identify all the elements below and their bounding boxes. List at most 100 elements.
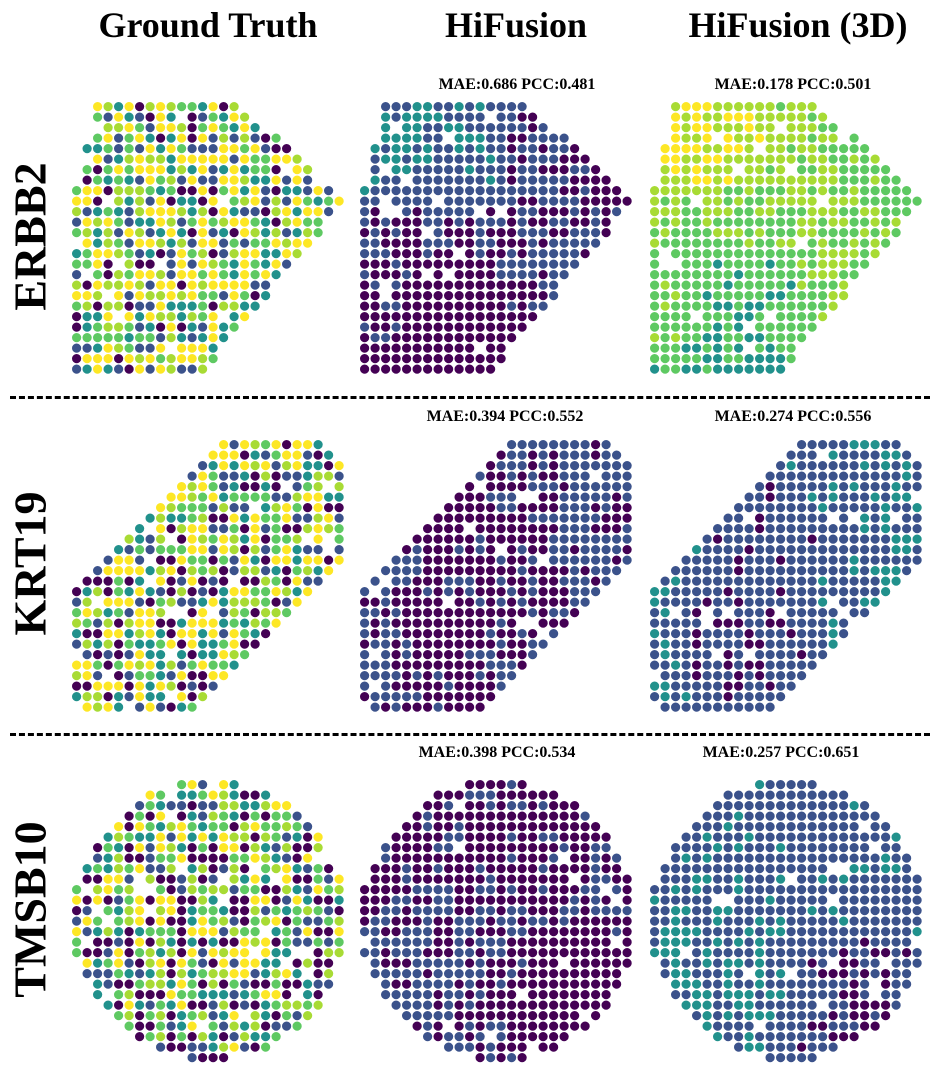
- spot: [538, 217, 548, 227]
- spot: [528, 503, 538, 513]
- spot: [702, 990, 712, 1000]
- spot: [776, 133, 786, 143]
- spot: [713, 343, 723, 353]
- spot: [370, 927, 380, 937]
- spot: [828, 301, 838, 311]
- spot: [303, 843, 313, 853]
- spot: [198, 154, 208, 164]
- spot: [744, 270, 754, 280]
- spot: [198, 780, 208, 790]
- spot: [145, 990, 155, 1000]
- spot: [797, 154, 807, 164]
- spot: [496, 343, 506, 353]
- spot: [166, 492, 176, 502]
- spot: [240, 790, 250, 800]
- spot: [517, 1053, 527, 1063]
- spot: [786, 482, 796, 492]
- spot: [912, 916, 922, 926]
- spot: [412, 1000, 422, 1010]
- spot: [187, 937, 197, 947]
- spot: [870, 1000, 880, 1010]
- spot: [517, 280, 527, 290]
- spot: [208, 196, 218, 206]
- spot: [860, 948, 870, 958]
- spot: [591, 492, 601, 502]
- spot: [580, 196, 590, 206]
- spot: [559, 217, 569, 227]
- spot: [412, 144, 422, 154]
- spot: [166, 133, 176, 143]
- spot: [507, 228, 517, 238]
- spot: [818, 207, 828, 217]
- spot: [156, 249, 166, 259]
- spot: [433, 280, 443, 290]
- spot: [797, 801, 807, 811]
- spot: [433, 650, 443, 660]
- spot: [433, 801, 443, 811]
- spot: [423, 207, 433, 217]
- spot: [723, 270, 733, 280]
- spot: [891, 832, 901, 842]
- spot: [391, 259, 401, 269]
- spot: [713, 864, 723, 874]
- spot: [828, 1021, 838, 1031]
- spot: [240, 822, 250, 832]
- spot: [671, 133, 681, 143]
- spot: [82, 175, 92, 185]
- spot: [156, 639, 166, 649]
- spot: [818, 228, 828, 238]
- spot: [671, 597, 681, 607]
- spot: [612, 513, 622, 523]
- spot: [849, 895, 859, 905]
- spot: [114, 948, 124, 958]
- spot: [496, 270, 506, 280]
- spot: [124, 545, 134, 555]
- spot: [591, 885, 601, 895]
- spot: [528, 545, 538, 555]
- spot: [156, 144, 166, 154]
- spot: [776, 864, 786, 874]
- spot: [370, 608, 380, 618]
- spot: [681, 154, 691, 164]
- spot: [660, 874, 670, 884]
- spot: [517, 503, 527, 513]
- spot: [381, 660, 391, 670]
- spot: [755, 702, 765, 712]
- spot: [507, 440, 517, 450]
- spot: [828, 629, 838, 639]
- spot: [517, 175, 527, 185]
- spot: [765, 112, 775, 122]
- spot: [313, 503, 323, 513]
- spot: [549, 461, 559, 471]
- spot: [475, 503, 485, 513]
- spot: [818, 927, 828, 937]
- spot: [423, 927, 433, 937]
- spot: [166, 832, 176, 842]
- spot: [528, 259, 538, 269]
- spot: [591, 979, 601, 989]
- spot: [671, 874, 681, 884]
- spot: [465, 822, 475, 832]
- spot: [370, 249, 380, 259]
- spot: [486, 948, 496, 958]
- spot: [313, 843, 323, 853]
- spot: [219, 291, 229, 301]
- spot: [528, 822, 538, 832]
- spot: [240, 534, 250, 544]
- spot: [881, 832, 891, 842]
- spot: [870, 534, 880, 544]
- spot: [135, 238, 145, 248]
- spot: [622, 524, 632, 534]
- spot: [271, 832, 281, 842]
- spot: [549, 154, 559, 164]
- spot: [559, 608, 569, 618]
- spot: [692, 843, 702, 853]
- spot: [601, 832, 611, 842]
- spot: [860, 958, 870, 968]
- spot: [517, 545, 527, 555]
- spot: [559, 144, 569, 154]
- spot: [82, 343, 92, 353]
- spot: [849, 576, 859, 586]
- spot: [549, 524, 559, 534]
- spot: [786, 513, 796, 523]
